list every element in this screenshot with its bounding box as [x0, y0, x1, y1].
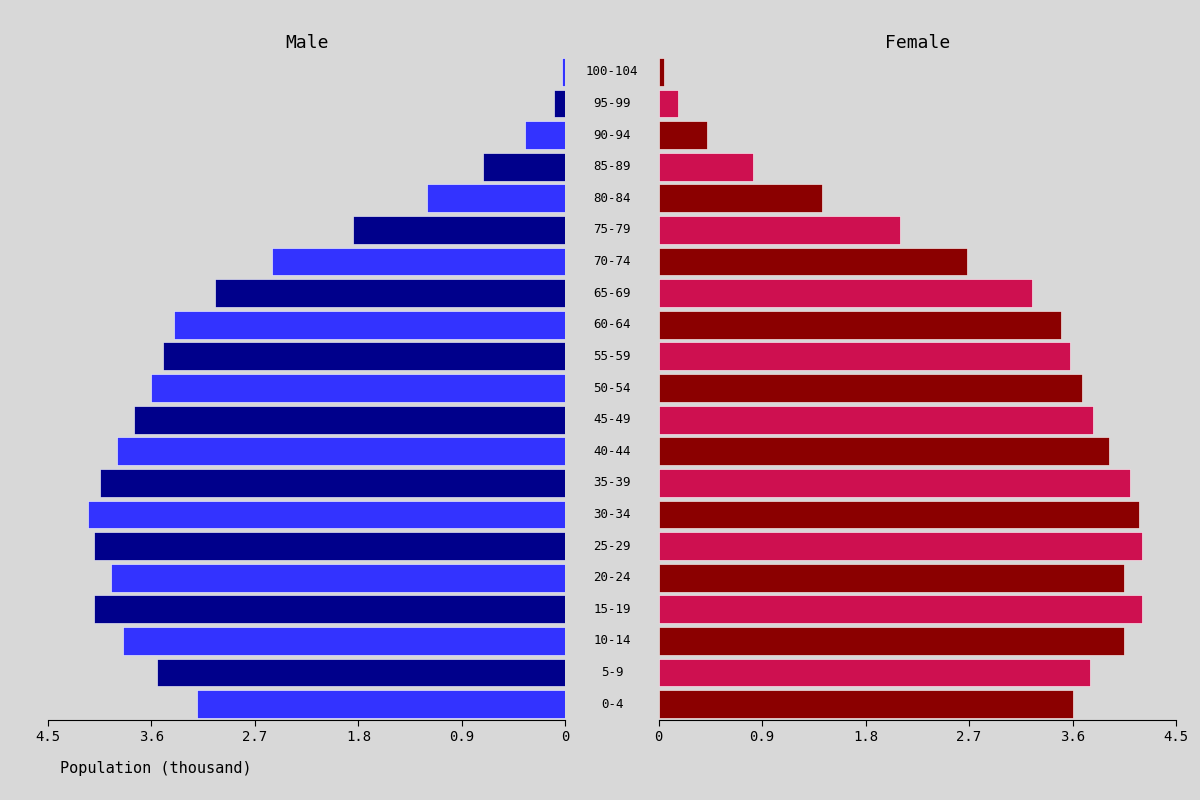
Text: 45-49: 45-49: [593, 413, 631, 426]
Bar: [659, 532, 1141, 560]
Text: 20-24: 20-24: [593, 571, 631, 584]
Text: 35-39: 35-39: [593, 476, 631, 490]
Bar: [554, 90, 565, 118]
Bar: [482, 153, 565, 181]
Bar: [659, 564, 1124, 592]
Bar: [526, 121, 565, 149]
Bar: [100, 469, 565, 497]
Bar: [659, 438, 1109, 465]
Bar: [122, 627, 565, 655]
Bar: [272, 248, 565, 275]
Text: 60-64: 60-64: [593, 318, 631, 331]
Bar: [659, 216, 900, 244]
Bar: [89, 501, 565, 528]
Bar: [659, 58, 665, 86]
Bar: [112, 564, 565, 592]
Text: Population (thousand): Population (thousand): [60, 761, 252, 775]
Bar: [198, 690, 565, 718]
Bar: [215, 279, 565, 307]
Bar: [427, 184, 565, 212]
Bar: [659, 153, 752, 181]
Bar: [659, 184, 822, 212]
Bar: [116, 438, 565, 465]
Text: 10-14: 10-14: [593, 634, 631, 647]
Bar: [659, 311, 1061, 338]
Text: 40-44: 40-44: [593, 445, 631, 458]
Title: Female: Female: [884, 34, 950, 52]
Bar: [659, 469, 1130, 497]
Bar: [659, 406, 1093, 434]
Title: Male: Male: [284, 34, 329, 52]
Bar: [659, 627, 1124, 655]
Text: 85-89: 85-89: [593, 160, 631, 173]
Text: 5-9: 5-9: [601, 666, 623, 679]
Bar: [659, 90, 678, 118]
Bar: [659, 342, 1070, 370]
Bar: [134, 406, 565, 434]
Bar: [659, 248, 967, 275]
Bar: [562, 58, 565, 86]
Bar: [659, 121, 707, 149]
Text: 65-69: 65-69: [593, 286, 631, 300]
Text: 70-74: 70-74: [593, 255, 631, 268]
Bar: [94, 595, 565, 623]
Text: 90-94: 90-94: [593, 129, 631, 142]
Text: 15-19: 15-19: [593, 603, 631, 616]
Text: 55-59: 55-59: [593, 350, 631, 363]
Text: 75-79: 75-79: [593, 223, 631, 237]
Bar: [659, 690, 1073, 718]
Bar: [157, 658, 565, 686]
Text: 30-34: 30-34: [593, 508, 631, 521]
Text: 0-4: 0-4: [601, 698, 623, 710]
Bar: [163, 342, 565, 370]
Bar: [94, 532, 565, 560]
Text: 100-104: 100-104: [586, 66, 638, 78]
Bar: [151, 374, 565, 402]
Text: 50-54: 50-54: [593, 382, 631, 394]
Bar: [353, 216, 565, 244]
Bar: [659, 658, 1090, 686]
Bar: [659, 501, 1139, 528]
Text: 25-29: 25-29: [593, 539, 631, 553]
Bar: [659, 279, 1032, 307]
Bar: [659, 595, 1141, 623]
Text: 80-84: 80-84: [593, 192, 631, 205]
Bar: [174, 311, 565, 338]
Bar: [659, 374, 1081, 402]
Text: 95-99: 95-99: [593, 97, 631, 110]
